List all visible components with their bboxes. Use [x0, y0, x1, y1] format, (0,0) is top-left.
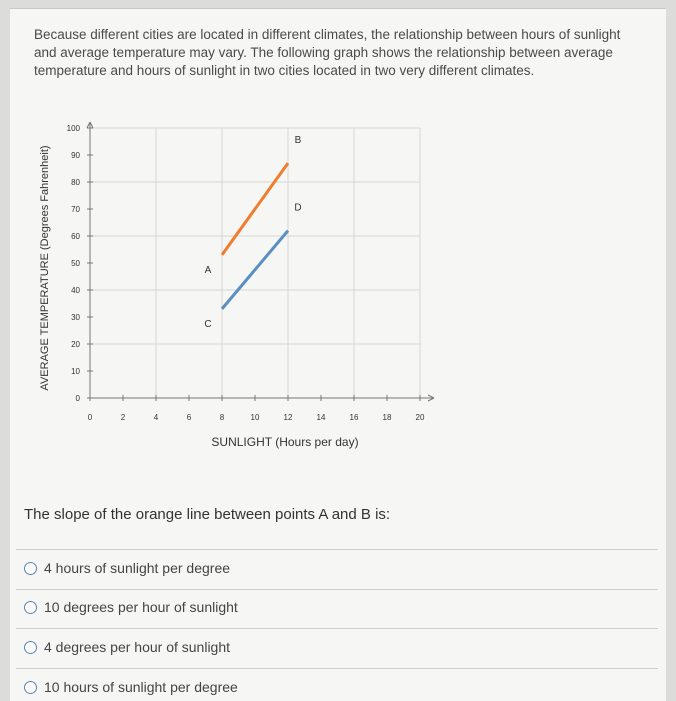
- intro-text: Because different cities are located in …: [34, 27, 621, 78]
- y-axis-label: AVERAGE TEMPERATURE (Degrees Fahrenheit): [39, 145, 51, 390]
- axes: [86, 121, 435, 402]
- tick-labels: 0 2 4 6 8 10 12 14 16 18 20 0 10 20 30 40 50 60 70 80 90 100: [67, 124, 425, 422]
- x-tick-label: 10: [251, 413, 260, 422]
- y-tick-label: 40: [71, 286, 80, 295]
- y-axis-arrow: [86, 121, 94, 129]
- divider: [16, 628, 658, 629]
- divider: [16, 549, 658, 550]
- y-tick-label: 70: [71, 205, 80, 214]
- blue-series-line: [220, 229, 290, 310]
- y-tick-label: 90: [71, 151, 80, 160]
- x-tick-label: 14: [317, 413, 326, 422]
- point-label: C: [204, 319, 211, 330]
- y-tick-label: 10: [71, 367, 80, 376]
- option-1[interactable]: 4 hours of sunlight per degree: [24, 560, 230, 576]
- y-tick-label: 0: [76, 394, 81, 403]
- point-label: D: [294, 203, 301, 214]
- option-label: 4 degrees per hour of sunlight: [44, 639, 231, 655]
- option-2[interactable]: 10 degrees per hour of sunlight: [24, 599, 238, 615]
- x-tick-label: 0: [88, 413, 93, 422]
- x-tick-label: 18: [383, 413, 392, 422]
- y-tick-label: 20: [71, 340, 80, 349]
- radio-icon[interactable]: [24, 640, 37, 654]
- option-label: 10 degrees per hour of sunlight: [44, 599, 238, 615]
- x-tick-label: 8: [220, 413, 225, 422]
- x-tick-label: 12: [284, 413, 293, 422]
- y-tick-label: 80: [71, 178, 80, 187]
- y-tick-label: 100: [67, 124, 81, 133]
- point-label: B: [295, 135, 302, 146]
- x-tick-label: 6: [187, 413, 192, 422]
- radio-icon[interactable]: [24, 561, 37, 575]
- y-tick-label: 50: [71, 259, 80, 268]
- radio-icon[interactable]: [24, 680, 37, 694]
- option-label: 10 hours of sunlight per degree: [44, 679, 238, 695]
- divider: [16, 589, 658, 590]
- y-tick-label: 30: [71, 313, 80, 322]
- x-tick-label: 2: [121, 413, 126, 422]
- question-text: The slope of the orange line between poi…: [24, 506, 391, 523]
- radio-icon[interactable]: [24, 600, 37, 614]
- option-4[interactable]: 10 hours of sunlight per degree: [24, 679, 238, 695]
- chart: 0 2 4 6 8 10 12 14 16 18 20 0 10 20 30 40 50 60 70 80 90 100 …: [0, 110, 676, 480]
- x-tick-label: 4: [154, 413, 159, 422]
- grid: [90, 127, 421, 398]
- option-3[interactable]: 4 degrees per hour of sunlight: [24, 639, 230, 655]
- orange-series-line: [220, 162, 290, 256]
- chart-svg: 0 2 4 6 8 10 12 14 16 18 200102030405060708090100 …: [39, 121, 435, 449]
- y-tick-label: 60: [71, 232, 80, 241]
- x-tick-label: 16: [350, 413, 359, 422]
- divider: [16, 668, 658, 669]
- x-tick-label: 20: [416, 413, 425, 422]
- x-axis-arrow: [427, 394, 435, 402]
- question-card: [10, 8, 666, 701]
- point-label: A: [205, 265, 212, 276]
- option-label: 4 hours of sunlight per degree: [44, 560, 231, 576]
- x-axis-label: SUNLIGHT (Hours per day): [211, 435, 358, 449]
- series: A B C D: [204, 135, 301, 330]
